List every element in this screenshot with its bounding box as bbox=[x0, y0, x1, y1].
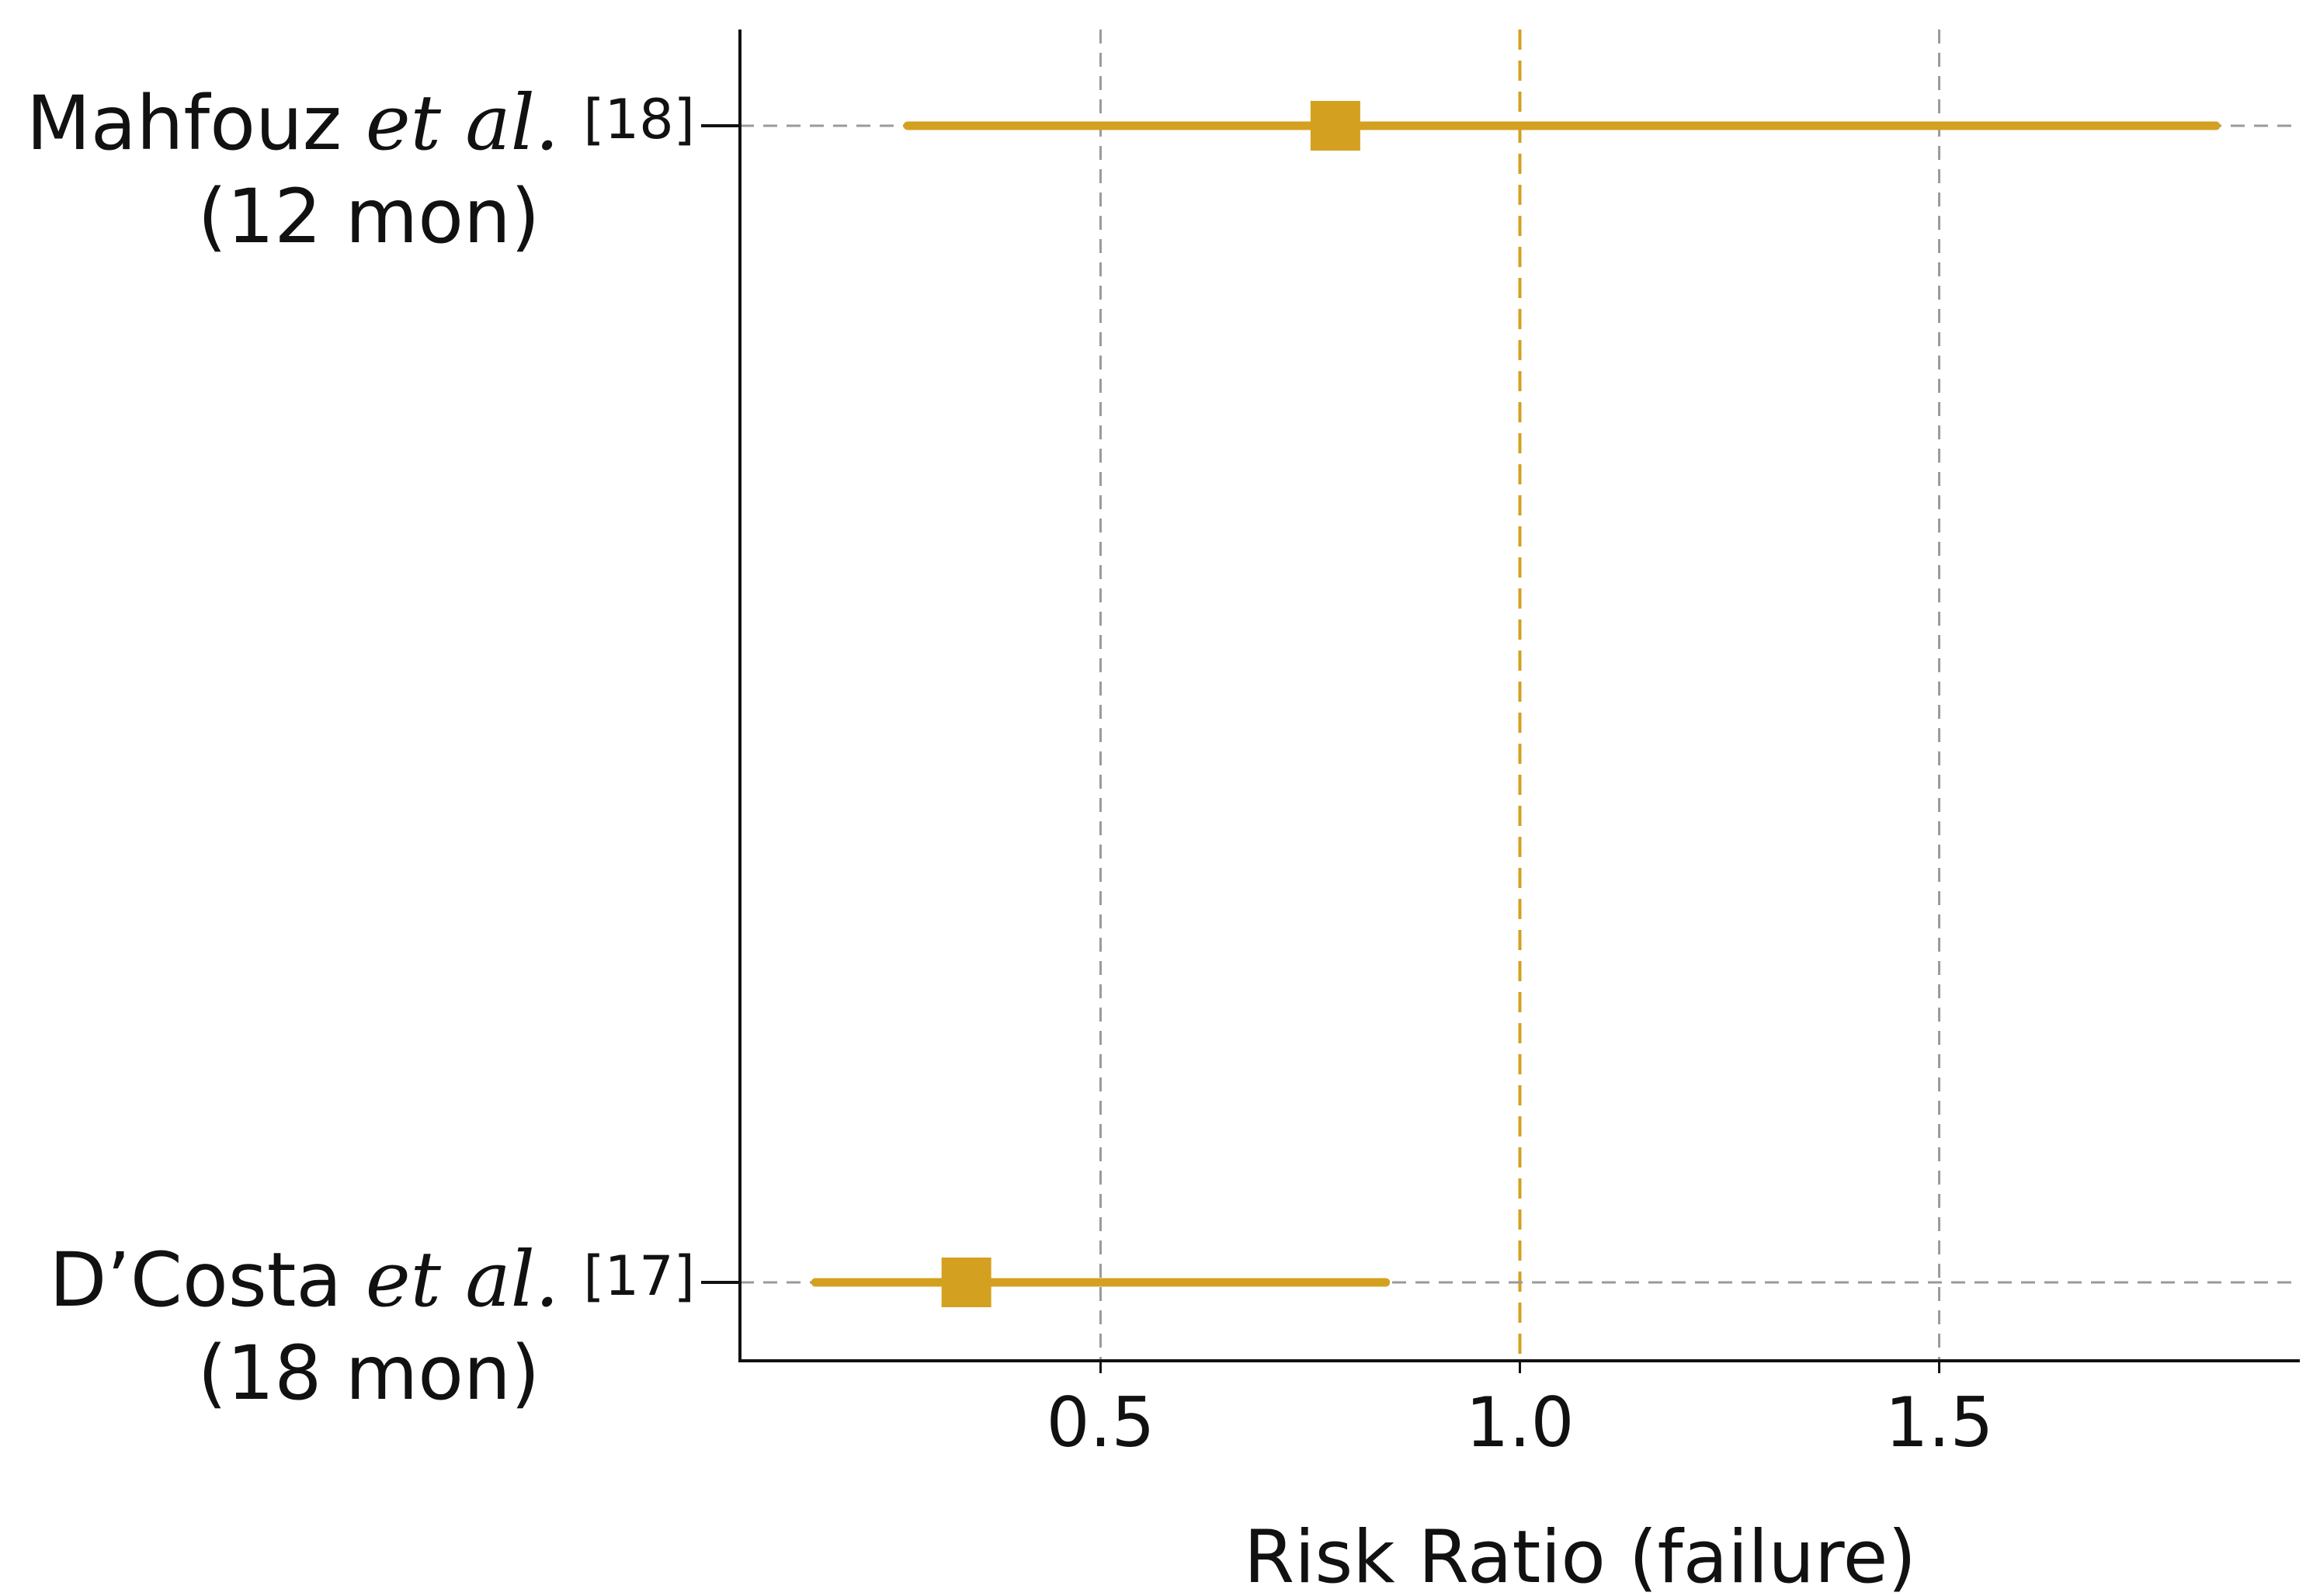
point-estimate-marker bbox=[1310, 101, 1360, 151]
x-axis-title: Risk Ratio (failure) bbox=[1244, 1515, 1916, 1596]
x-tick-label: 0.5 bbox=[1046, 1383, 1155, 1462]
study-label: Mahfouz et al. [18] bbox=[26, 79, 695, 168]
study-etal: et al. bbox=[366, 79, 584, 168]
study-ref: [18] bbox=[583, 88, 695, 151]
study-name: D’Costa bbox=[49, 1237, 365, 1324]
study-name: Mahfouz bbox=[26, 80, 366, 167]
labels: Risk Ratio (failure) 0.5 1.0 1.5 Mahfouz et… bbox=[26, 79, 1994, 1596]
study-label: D’Costa et al. [17] bbox=[49, 1236, 695, 1324]
axes bbox=[701, 29, 2300, 1373]
x-tick-label: 1.5 bbox=[1885, 1383, 1994, 1462]
grid-lines bbox=[740, 29, 2300, 1361]
study-duration: (12 mon) bbox=[198, 173, 540, 260]
study-ref: [17] bbox=[583, 1244, 695, 1308]
point-estimate-marker bbox=[941, 1258, 992, 1307]
x-tick-label: 1.0 bbox=[1466, 1383, 1575, 1462]
study-duration: (18 mon) bbox=[198, 1330, 540, 1417]
study-markers bbox=[811, 101, 2221, 1307]
study-etal: et al. bbox=[366, 1236, 584, 1324]
